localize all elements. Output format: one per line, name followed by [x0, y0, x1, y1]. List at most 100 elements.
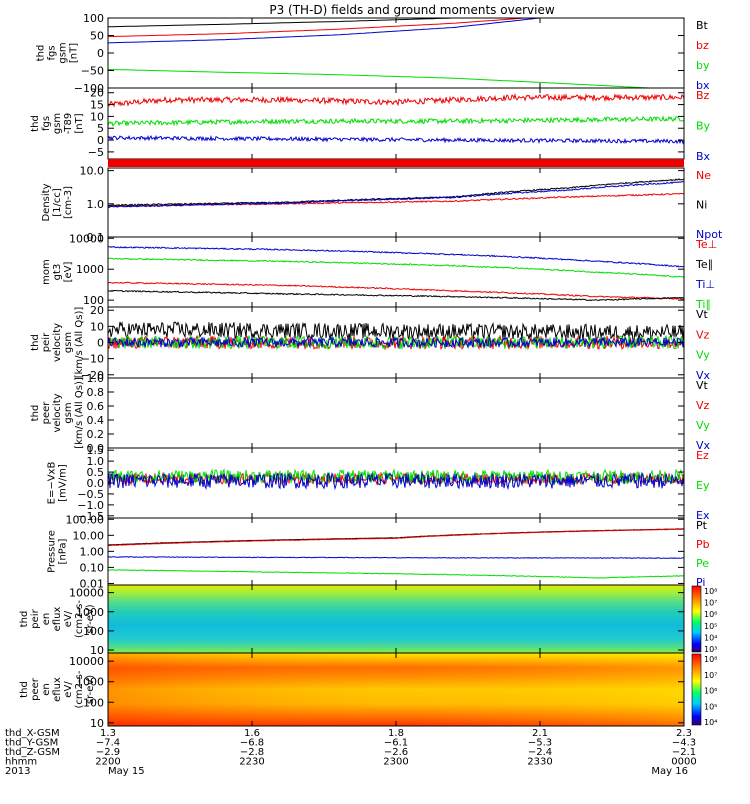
y-axis-label: [cm-3]	[63, 186, 74, 219]
y-axis-label: eV/	[63, 681, 74, 698]
legend-label: bx	[696, 79, 710, 92]
y-tick-label: −10	[81, 353, 104, 366]
colorbar-tick-label: 10⁶	[704, 610, 717, 619]
y-axis-label: peer	[41, 401, 52, 425]
y-axis-label: [eV]	[63, 262, 74, 283]
y-axis-label: velocity	[52, 393, 63, 432]
legend-label: Ni	[696, 199, 707, 212]
orbit-value: 2200	[95, 757, 120, 768]
legend-label: Vx	[696, 439, 711, 452]
y-axis-label: gsm	[58, 42, 69, 63]
legend-label: Vy	[696, 349, 710, 362]
series-line-Ni	[107, 178, 685, 207]
y-tick-label: 15	[90, 99, 104, 112]
colorbar-tick-label: 10⁴	[704, 633, 717, 642]
orbit-value: 0000	[671, 757, 696, 768]
legend-label: Ey	[696, 479, 710, 492]
y-tick-label: 0.5	[87, 466, 105, 479]
orbit-value: −2.1	[672, 747, 696, 758]
y-axis-label: eflux	[52, 607, 63, 632]
panel-frame	[107, 87, 685, 160]
y-tick-label: 100.00	[66, 513, 105, 526]
colorbar-tick-label: 10⁵	[704, 702, 717, 711]
y-axis-label: eflux	[52, 677, 63, 702]
y-tick-label: 1000	[76, 676, 104, 689]
y-axis-label: sr-eV)	[85, 604, 96, 633]
y-axis-label: [nPa]	[58, 538, 69, 564]
y-axis-label: [km/s (All Qs)]	[74, 377, 85, 449]
legend-label: Ez	[696, 449, 709, 462]
colorbar-tick-label: 10⁶	[704, 687, 717, 696]
y-axis-label: Density	[41, 183, 52, 221]
series-line-Te⊥	[107, 281, 685, 300]
y-axis-label: (cm2-s-	[74, 670, 85, 708]
y-tick-label: 1.0	[87, 198, 105, 211]
legend-label: Bx	[696, 150, 711, 163]
legend-label: Pe	[696, 557, 709, 570]
orbit-row-label: 2013	[5, 766, 30, 777]
y-axis-label: eV/	[63, 610, 74, 627]
panel-8: Pt Pb Pe Pi 100.00 10.00 1.00 0.10 0.01 Pressure[…	[47, 513, 710, 590]
series-line-Pe	[107, 569, 685, 579]
colorbar-tick-label: 10³	[704, 645, 717, 654]
y-axis-label: velocity	[52, 323, 63, 362]
legend-label: Bz	[696, 89, 710, 102]
y-axis-label: fgs	[47, 45, 58, 60]
y-tick-label: −20	[81, 369, 104, 382]
legend-label: Vy	[696, 419, 710, 432]
y-axis-label: [1/cc]	[52, 188, 63, 217]
colorbar-tick-label: 10⁷	[704, 671, 717, 680]
y-tick-label: 0	[97, 337, 104, 350]
y-axis-label: thd	[30, 334, 41, 351]
legend-label: By	[696, 120, 711, 133]
y-axis-label: (cm2-s-	[74, 600, 85, 638]
legend-label: Ex	[696, 509, 710, 522]
y-tick-label: 1000	[76, 606, 104, 619]
series-line-Vt	[107, 321, 685, 342]
orbit-value: −4.3	[672, 738, 696, 749]
colorbar-tick-label: 10⁵	[704, 622, 717, 631]
orbit-value: 1.8	[388, 728, 404, 739]
y-tick-label: 0.0	[87, 442, 105, 455]
spectrogram-shading	[108, 653, 684, 726]
y-tick-label: 0.01	[80, 577, 105, 590]
panel-frame	[107, 517, 685, 586]
y-tick-label: 0.8	[87, 386, 105, 399]
y-tick-label: 100	[83, 12, 104, 25]
orbit-row-label: thd_X-GSM	[5, 728, 60, 739]
panel-frame	[107, 17, 685, 89]
y-tick-label: 1.5	[87, 444, 105, 457]
colorbar-tick-label: 10⁴	[704, 718, 717, 727]
y-axis-label: E=−VxB	[47, 462, 58, 505]
orbit-value: −2.4	[528, 747, 552, 758]
legend-label: Ti⊥	[695, 278, 715, 291]
y-tick-label: −5	[88, 146, 104, 159]
y-axis-label: thd	[19, 681, 30, 698]
orbit-row-label: thd_Z-GSM	[5, 747, 60, 758]
orbit-value: −6.1	[384, 738, 408, 749]
series-line-by	[108, 69, 684, 89]
orbit-value: 2330	[527, 757, 552, 768]
panel-3: Ne Ni Npot 10.0 1.0 0.1 Density [1/cc] [cm-3]	[41, 165, 723, 244]
colorbar	[691, 653, 702, 726]
y-tick-label: 100	[83, 625, 104, 638]
legend-label: Vz	[696, 328, 710, 341]
y-tick-label: 10.0	[80, 165, 105, 178]
y-tick-label: 10000	[69, 232, 104, 245]
y-tick-label: −0.5	[77, 488, 104, 501]
orbit-value: May 15	[108, 766, 145, 777]
series-line-By	[107, 115, 685, 127]
y-axis-label: gsm	[52, 113, 63, 134]
y-tick-label: 0.10	[80, 561, 105, 574]
panel-5: Vt Vz Vy Vx 20 10 0 −10 −20 thd peir velocity gsm [km…	[30, 304, 711, 382]
series-line-Ti⊥	[108, 246, 685, 268]
orbit-value: 1.3	[100, 728, 116, 739]
y-axis-label: peir	[41, 332, 52, 352]
y-tick-label: −50	[81, 65, 104, 78]
colorbar	[691, 585, 702, 653]
panel-10: 10⁸ 10⁷ 10⁶ 10⁵ 10⁴ 10000 1000 100 10 thd peer en ef…	[19, 652, 717, 730]
y-tick-label: 20	[90, 87, 104, 100]
y-axis-label: thd	[30, 405, 41, 422]
colorbar-tick-label: 10⁸	[704, 587, 717, 596]
